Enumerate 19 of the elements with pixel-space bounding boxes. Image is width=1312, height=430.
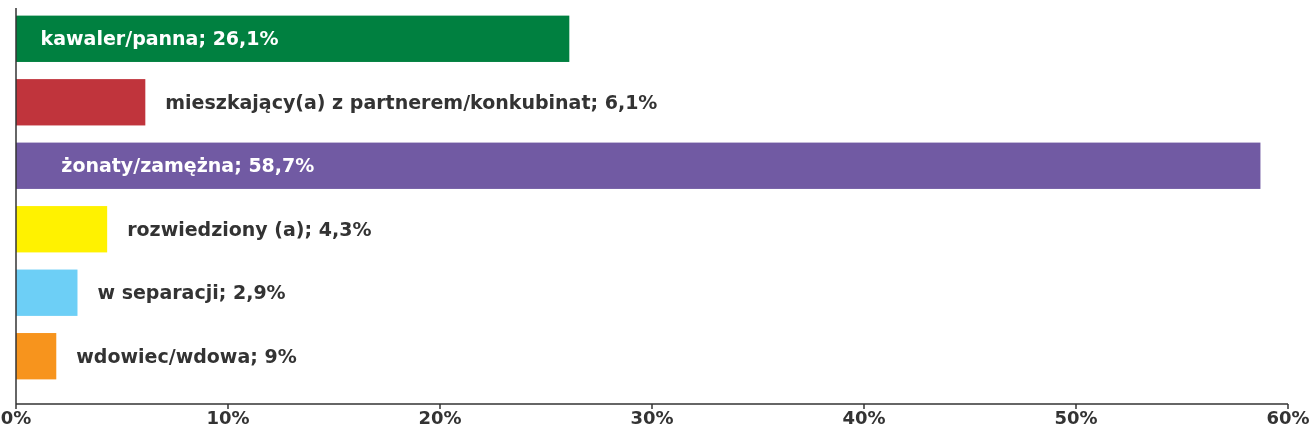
y-tick-label: mieszkający(a) z partnerem/konkubinat; 6,1% xyxy=(165,90,658,113)
x-tick-label: 30% xyxy=(630,407,674,428)
x-tick-label: 10% xyxy=(206,407,250,428)
bar xyxy=(16,79,146,126)
y-tick-label: wdowiec/wdowa; 9% xyxy=(76,344,297,367)
y-tick-label: kawaler/panna; 26,1% xyxy=(40,27,279,50)
x-tick-label: 40% xyxy=(842,407,886,428)
x-tick-label: 50% xyxy=(1054,407,1098,428)
y-tick-label: rozwiedziony (a); 4,3% xyxy=(127,217,372,240)
bar xyxy=(16,142,1261,189)
bar xyxy=(16,269,78,316)
bar xyxy=(16,15,570,62)
y-tick-label: w separacji; 2,9% xyxy=(97,281,286,304)
y-tick-label: żonaty/zamężna; 58,7% xyxy=(61,154,315,177)
x-tick-label: 0% xyxy=(0,407,32,428)
bar xyxy=(16,206,108,253)
bar xyxy=(16,333,57,380)
x-tick-label: 20% xyxy=(418,407,462,428)
x-tick-label: 60% xyxy=(1266,407,1310,428)
